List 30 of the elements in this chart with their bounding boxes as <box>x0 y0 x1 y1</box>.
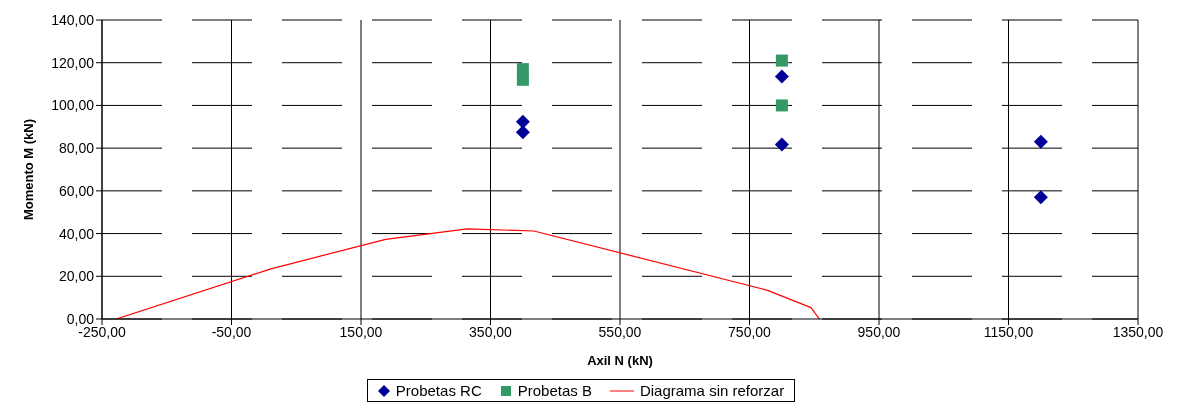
point <box>516 73 529 86</box>
x-tick-label: 950,00 <box>857 323 901 340</box>
x-tick-label: -50,00 <box>211 323 252 340</box>
x-axis-title: Axil N (kN) <box>587 353 653 368</box>
x-tick-label: 550,00 <box>598 323 642 340</box>
legend-label: Probetas RC <box>394 382 482 399</box>
x-tick-label: 1150,00 <box>983 323 1034 340</box>
y-tick-label: 40,00 <box>58 225 95 242</box>
legend-label: Diagrama sin reforzar <box>638 382 785 399</box>
y-tick-label: 80,00 <box>58 140 95 157</box>
x-tick-label: 1350,00 <box>1112 323 1164 340</box>
point <box>1033 134 1048 149</box>
x-tick-label: 150,00 <box>339 323 383 340</box>
point <box>515 125 530 140</box>
point <box>775 54 788 67</box>
y-tick-label: 60,00 <box>58 182 95 199</box>
y-tick-label: 120,00 <box>51 54 95 71</box>
x-tick-label: 350,00 <box>469 323 513 340</box>
y-tick-label: 140,00 <box>51 11 95 28</box>
point <box>775 99 788 112</box>
point <box>1033 190 1048 205</box>
point <box>515 114 530 129</box>
point <box>516 63 529 76</box>
point <box>774 69 789 84</box>
legend-label: Probetas B <box>516 382 592 399</box>
y-axis-title: Momento M (kN) <box>20 118 36 221</box>
x-tick-label: 750,00 <box>728 323 772 340</box>
point <box>774 137 789 152</box>
y-tick-label: 100,00 <box>51 97 95 114</box>
y-tick-label: 20,00 <box>58 268 95 285</box>
